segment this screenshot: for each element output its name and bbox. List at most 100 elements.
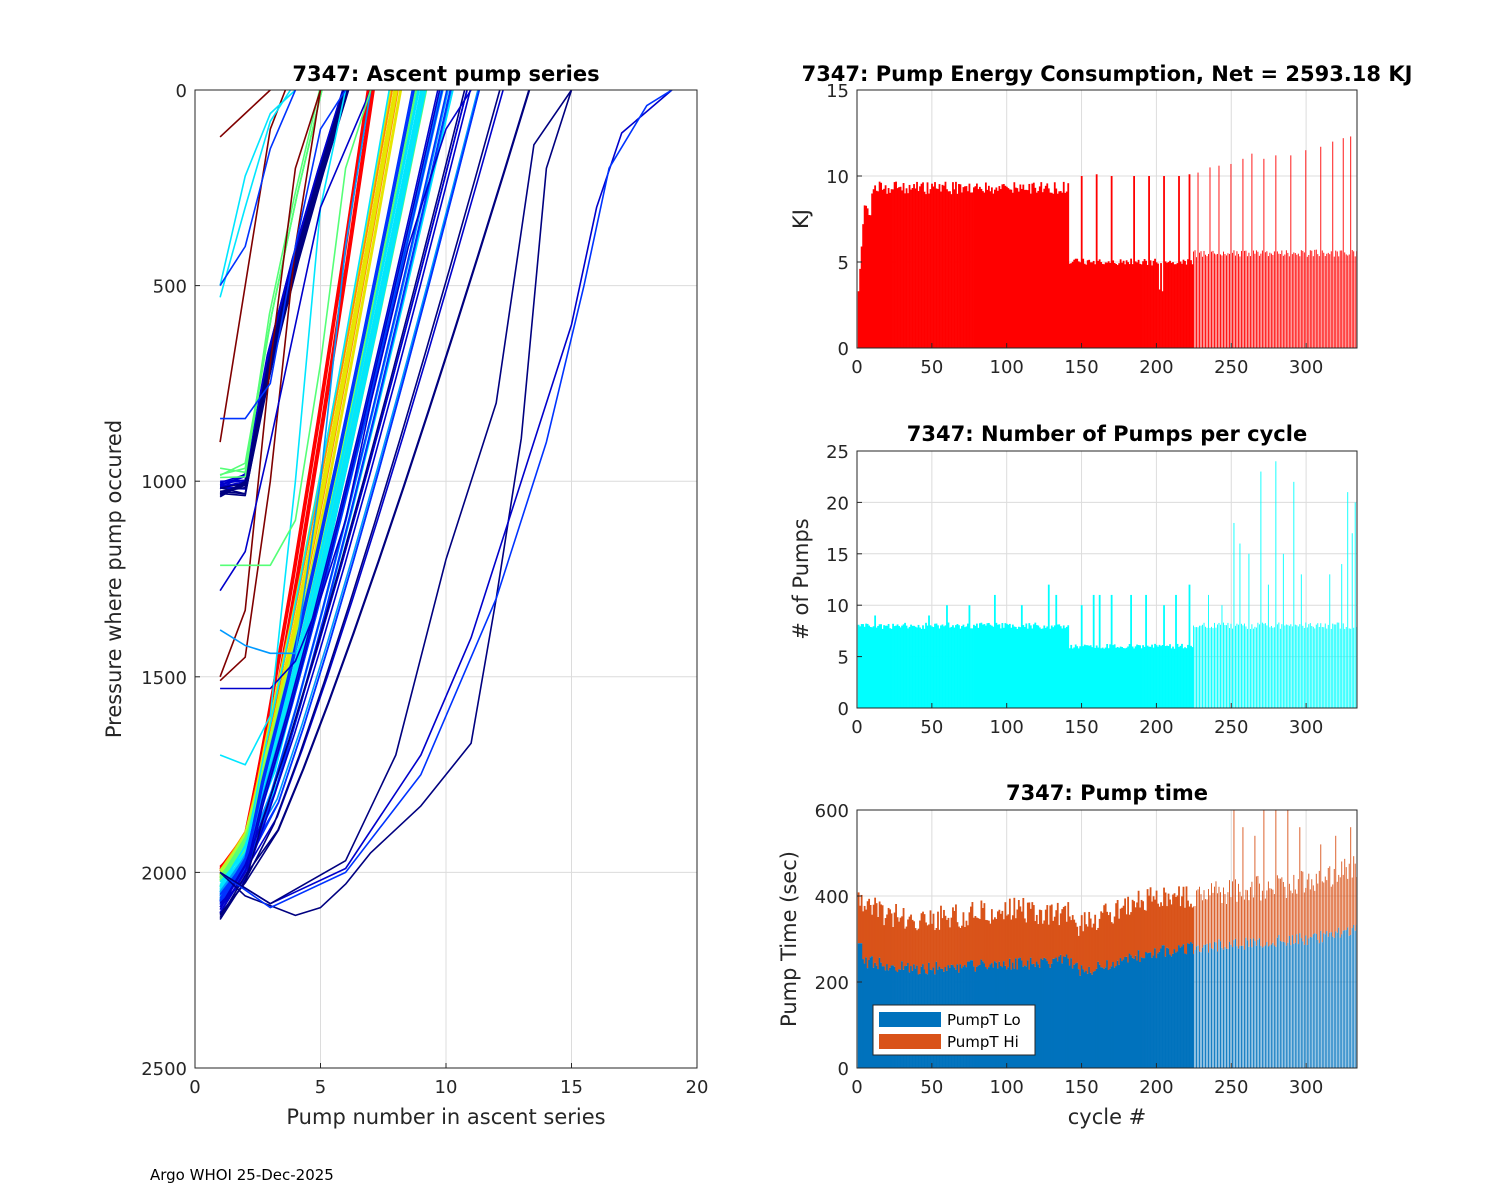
bar bbox=[1124, 648, 1127, 708]
ascent-series-line bbox=[219, 90, 297, 287]
bar bbox=[1246, 628, 1248, 708]
bar-pumpt-hi bbox=[980, 900, 983, 960]
bar-pumpt-hi bbox=[973, 917, 975, 967]
bar-pumpt-lo bbox=[1261, 947, 1263, 1068]
bar bbox=[1043, 625, 1046, 708]
bar bbox=[989, 191, 992, 348]
bar-pumpt-hi bbox=[1088, 911, 1091, 967]
bar bbox=[1023, 627, 1026, 708]
bar bbox=[1061, 628, 1064, 708]
bar bbox=[1249, 256, 1251, 348]
bar-pumpt-hi bbox=[1209, 895, 1211, 944]
bar bbox=[1073, 259, 1076, 348]
bar-pumpt-hi bbox=[1044, 909, 1047, 959]
bar-pumpt-hi bbox=[1288, 883, 1290, 936]
y-tick-label: 20 bbox=[826, 493, 849, 514]
bar-pumpt-hi bbox=[1065, 921, 1068, 955]
bar-pumpt-lo bbox=[1173, 949, 1176, 1068]
bar bbox=[1190, 260, 1192, 348]
bar-pumpt-lo bbox=[1109, 968, 1112, 1068]
bar-pumpt-lo bbox=[1342, 930, 1344, 1068]
bar bbox=[1291, 626, 1293, 708]
bar bbox=[1046, 183, 1049, 348]
bar bbox=[1196, 257, 1197, 348]
bar bbox=[1061, 192, 1064, 348]
ascent-series-line bbox=[219, 90, 501, 920]
bar-pumpt-hi bbox=[1237, 883, 1239, 949]
bar bbox=[1215, 254, 1217, 348]
bar bbox=[955, 625, 957, 708]
bar-pumpt-hi bbox=[1339, 877, 1341, 938]
bar-pumpt-hi bbox=[961, 925, 963, 969]
bar bbox=[973, 187, 975, 348]
bar bbox=[1187, 259, 1189, 348]
bar bbox=[1332, 141, 1334, 348]
bar bbox=[1028, 623, 1031, 708]
ascent-series-line bbox=[219, 90, 323, 476]
bar bbox=[944, 625, 947, 708]
bar bbox=[1270, 253, 1272, 348]
bar-pumpt-hi bbox=[1348, 863, 1350, 936]
bar-pumpt-lo bbox=[1333, 937, 1335, 1068]
bar-pumpt-hi bbox=[1190, 903, 1192, 943]
bar-pumpt-lo bbox=[857, 943, 860, 1068]
bar-pumpt-hi bbox=[1269, 888, 1271, 946]
bar-pumpt-hi bbox=[1116, 900, 1119, 961]
bar bbox=[1336, 622, 1338, 708]
bar-pumpt-lo bbox=[1083, 972, 1086, 1068]
bar bbox=[1128, 644, 1131, 708]
bar-pumpt-hi bbox=[1318, 870, 1320, 944]
bar bbox=[1197, 172, 1199, 348]
bar bbox=[868, 215, 871, 348]
bar bbox=[1220, 254, 1221, 348]
bar-pumpt-lo bbox=[1058, 956, 1061, 1068]
bar bbox=[917, 624, 920, 708]
bar bbox=[1056, 624, 1059, 708]
bar bbox=[1182, 259, 1185, 348]
bar bbox=[865, 623, 868, 708]
bar-pumpt-lo bbox=[1326, 931, 1328, 1068]
bar bbox=[1089, 262, 1092, 348]
bar bbox=[1173, 264, 1176, 348]
bar bbox=[1059, 191, 1062, 348]
bar bbox=[1336, 251, 1338, 348]
bar bbox=[1175, 594, 1177, 708]
bar bbox=[970, 192, 972, 348]
bar-pumpt-lo bbox=[1270, 944, 1272, 1068]
bar bbox=[1074, 644, 1077, 708]
bar-pumpt-hi bbox=[1032, 905, 1035, 964]
bar-pumpt-hi bbox=[990, 909, 993, 964]
bar-pumpt-lo bbox=[1185, 954, 1188, 1068]
bar-pumpt-lo bbox=[1323, 933, 1325, 1068]
bar bbox=[1086, 260, 1089, 348]
bar-pumpt-hi bbox=[1113, 916, 1116, 968]
bar bbox=[1022, 184, 1025, 348]
bar-pumpt-lo bbox=[1266, 941, 1268, 1068]
bar bbox=[1142, 645, 1144, 708]
bar-pumpt-lo bbox=[1215, 942, 1217, 1068]
bar-pumpt-hi bbox=[862, 911, 865, 960]
bar-pumpt-hi bbox=[1155, 890, 1158, 959]
bar-pumpt-lo bbox=[1047, 963, 1050, 1068]
bar-pumpt-hi bbox=[1214, 886, 1215, 942]
bar-pumpt-hi bbox=[896, 917, 899, 973]
ascent-series-line bbox=[219, 90, 372, 655]
bar bbox=[922, 182, 924, 348]
bar bbox=[1050, 625, 1053, 708]
bar-pumpt-hi bbox=[1257, 875, 1259, 940]
bar-pumpt-hi bbox=[1118, 918, 1121, 965]
bar-pumpt-lo bbox=[1067, 958, 1070, 1068]
bar bbox=[1294, 253, 1296, 348]
bar-pumpt-hi bbox=[919, 920, 921, 974]
bar bbox=[1208, 253, 1209, 348]
bar-pumpt-lo bbox=[1217, 951, 1218, 1068]
bar-pumpt-lo bbox=[1161, 945, 1164, 1068]
bar-pumpt-lo bbox=[1167, 948, 1170, 1068]
bar bbox=[1053, 625, 1056, 708]
bar-pumpt-hi bbox=[1267, 881, 1269, 947]
legend-swatch-lo bbox=[879, 1012, 941, 1027]
bar-pumpt-lo bbox=[1230, 944, 1232, 1068]
bar-pumpt-lo bbox=[1240, 945, 1242, 1068]
bar-pumpt-lo bbox=[1179, 947, 1182, 1068]
bar bbox=[925, 194, 927, 348]
